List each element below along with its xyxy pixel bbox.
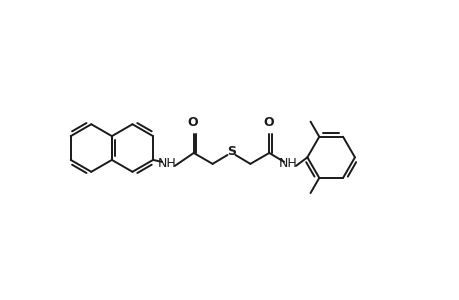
Text: NH: NH [157, 158, 176, 170]
Text: NH: NH [278, 158, 297, 170]
Text: S: S [226, 146, 235, 158]
Text: O: O [263, 116, 273, 130]
Text: O: O [187, 116, 198, 130]
